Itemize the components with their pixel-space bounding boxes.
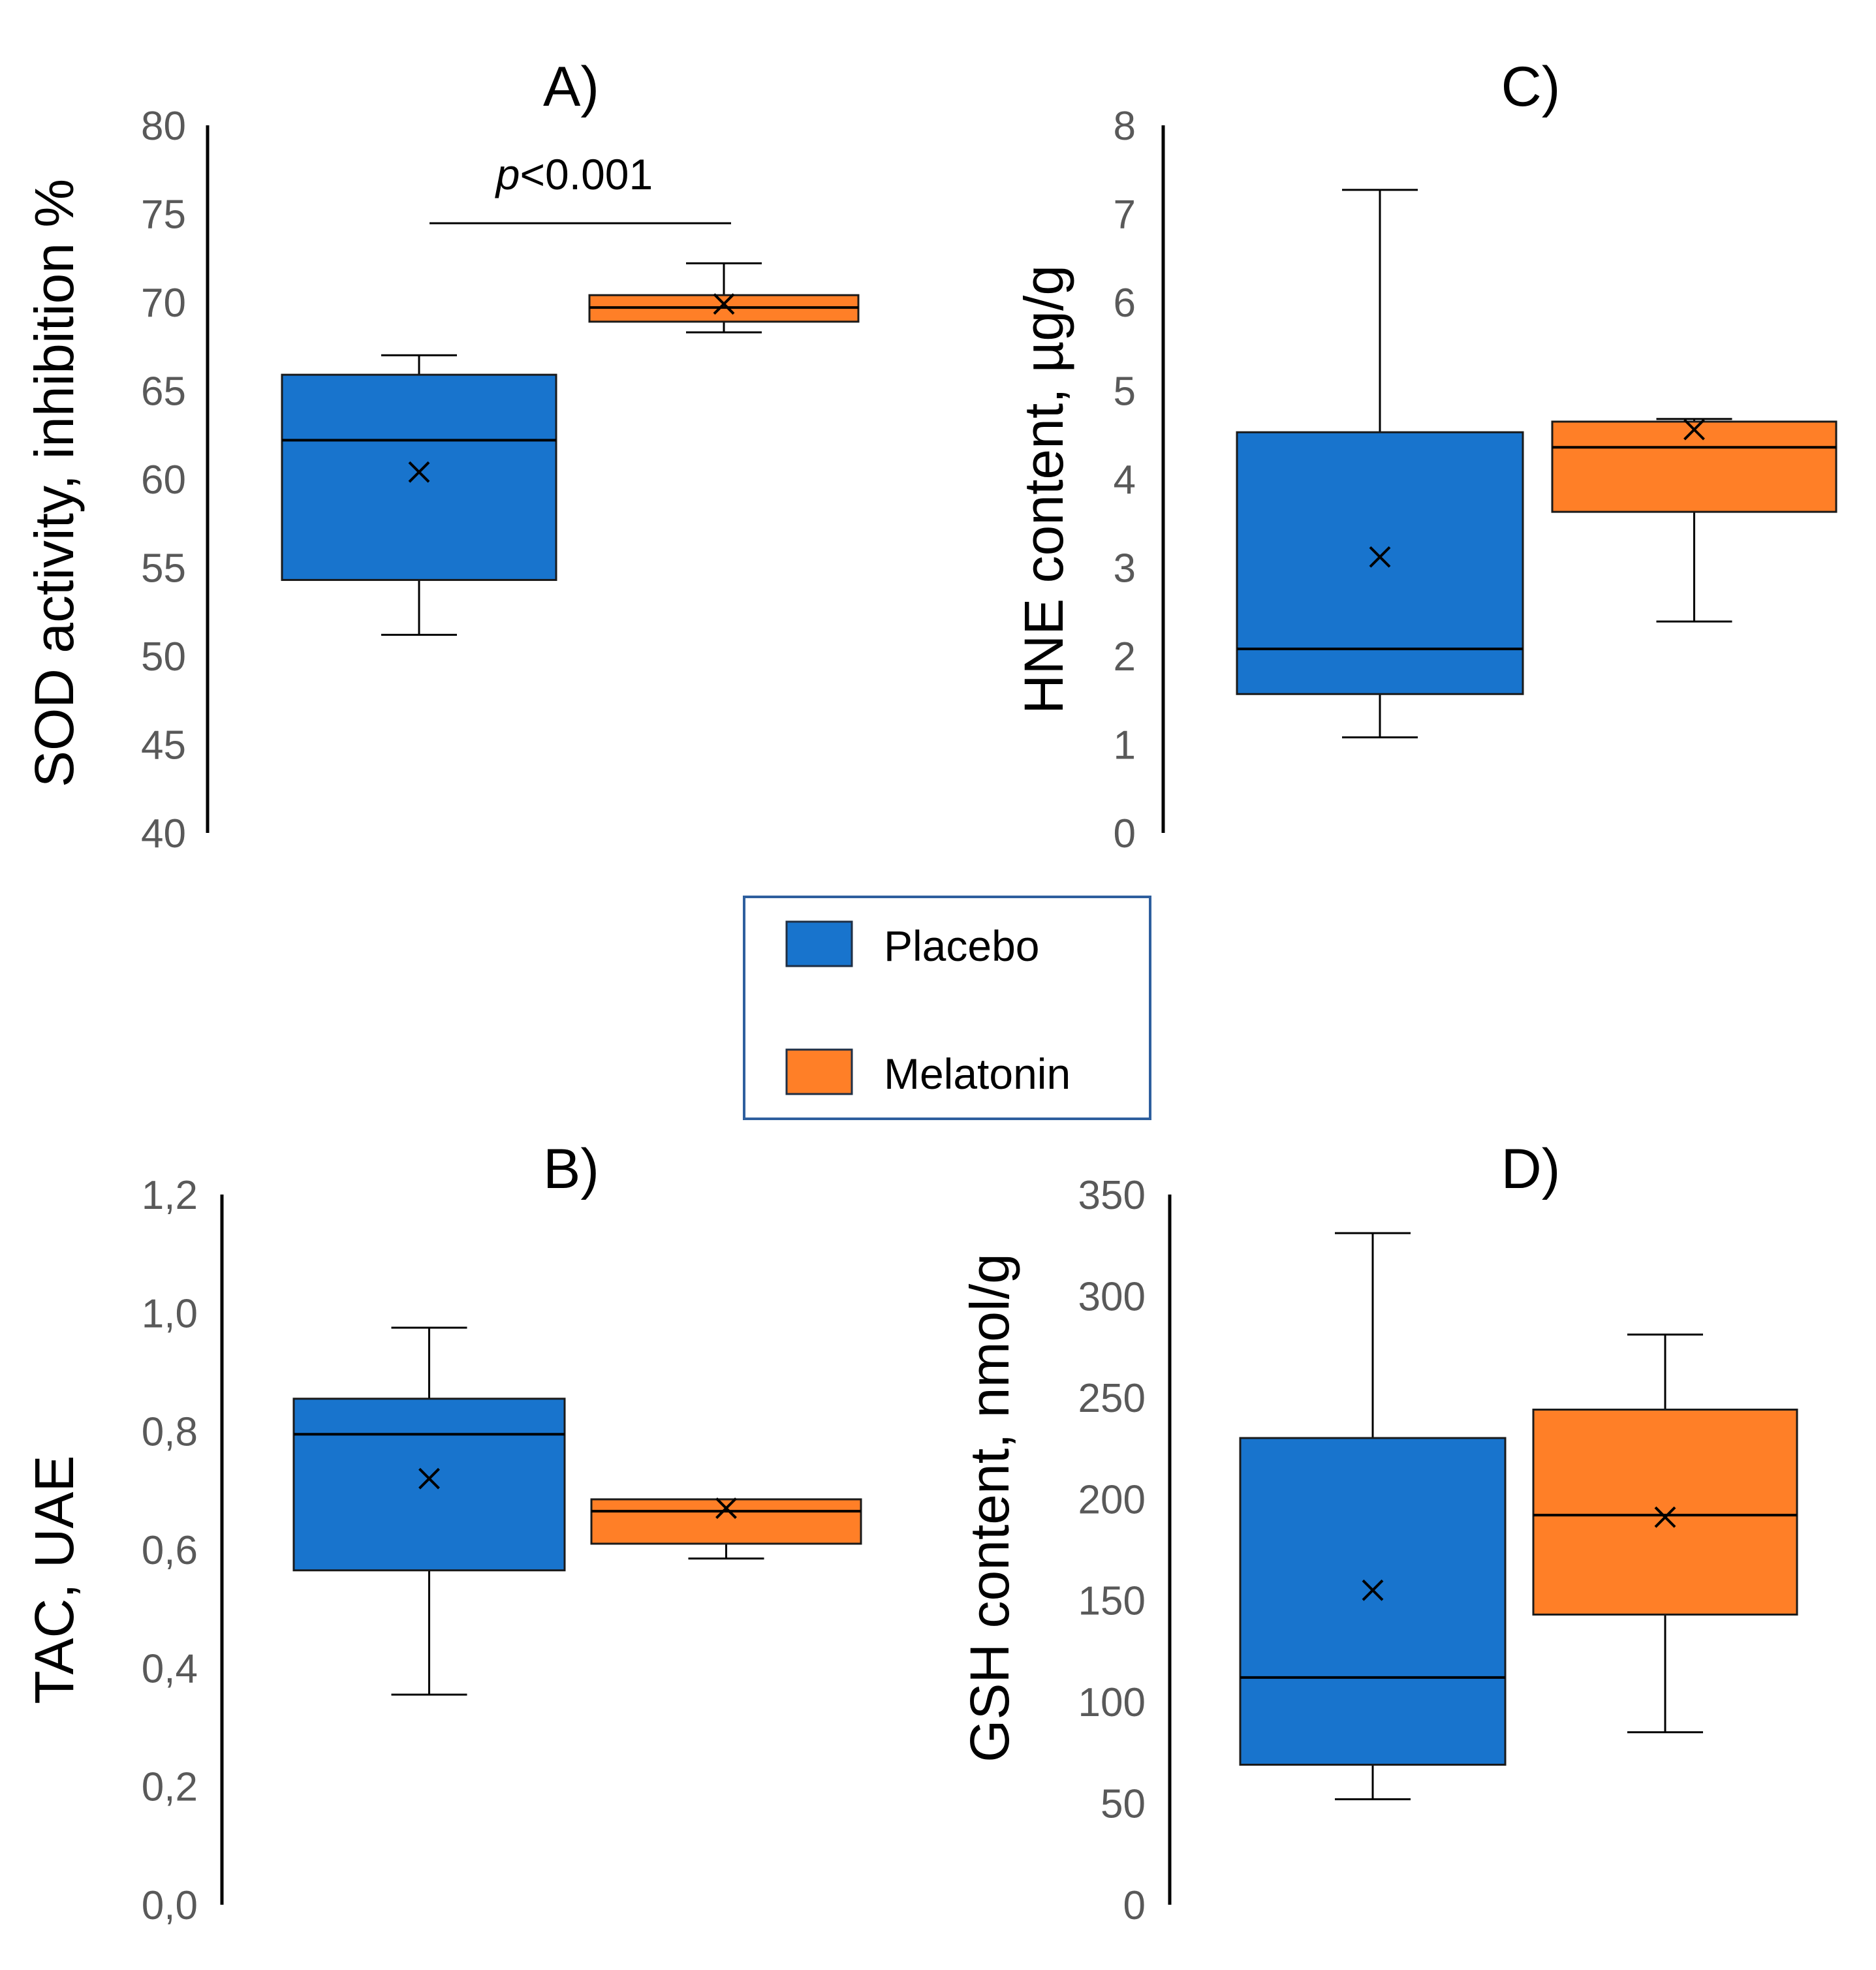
panel-b-y-axis-label: TAC, UAE [23,1455,85,1704]
box-placebo [1236,189,1524,739]
panel-b-tac: B) TAC, UAE 0,0 0,2 0,4 0,6 0,8 1,0 1,2 [23,1138,862,1928]
panel-a-y-axis-label: SOD activity, inhibition % [23,179,85,787]
mean-marker [1362,1579,1384,1601]
box-placebo [281,354,557,636]
panel-a-boxes [281,262,860,636]
panel-b-tick-label: 0,8 [142,1410,198,1455]
panel-a-tick-label: 45 [141,723,186,768]
panel-b-tick-label: 0,0 [142,1883,198,1928]
panel-d-tick-label: 50 [1101,1782,1146,1827]
panel-a-tick-label: 75 [141,193,186,238]
mean-marker [713,293,735,315]
p-value-italic: p [495,150,520,198]
panel-d-title: D) [1501,1138,1561,1200]
panel-b-tick-label: 1,0 [142,1291,198,1336]
panel-a-tick-label: 65 [141,369,186,414]
panel-d-tick-label: 100 [1078,1680,1146,1725]
panel-d-tick-label: 350 [1078,1173,1146,1218]
panel-c-boxes [1236,189,1837,739]
iqr-box [1239,1437,1507,1766]
box-placebo [292,1326,566,1696]
panel-c-title: C) [1501,55,1561,118]
panel-a-tick-label: 60 [141,458,186,503]
panel-a-tick-label: 70 [141,281,186,326]
panel-b-boxes [292,1326,862,1696]
iqr-box [1551,420,1837,513]
iqr-box [1532,1409,1798,1616]
panel-c-tick-label: 5 [1114,369,1136,414]
iqr-box [1236,431,1524,695]
box-melatonin [590,1497,862,1560]
panel-d-tick-label: 200 [1078,1477,1146,1522]
panel-c-y-axis-label: HNE content, µg/g [1013,265,1074,714]
panel-a-title: A) [543,55,599,118]
p-value-annotation: p<0.001 [495,150,653,198]
legend-swatch-placebo [785,920,853,967]
box-melatonin [588,262,860,334]
mean-marker [1654,1506,1676,1528]
legend-label-placebo: Placebo [884,922,1040,970]
panel-d-tick-label: 150 [1078,1579,1146,1624]
panel-d-gsh-content: D) GSH content, nmol/g 0 50 100 150 200 250 30… [959,1138,1798,1928]
iqr-box [590,1498,862,1545]
panel-d-tick-label: 0 [1123,1883,1146,1928]
panel-c-tick-label: 8 [1114,104,1136,149]
panel-a-tick-label: 50 [141,634,186,680]
legend-label-melatonin: Melatonin [884,1050,1071,1098]
panel-c-tick-label: 6 [1114,281,1136,326]
iqr-box [292,1398,566,1572]
panel-a-tick-label: 40 [141,811,186,856]
panel-c-tick-label: 0 [1114,811,1136,856]
panel-c-tick-label: 1 [1114,723,1136,768]
panel-c-tick-label: 7 [1114,193,1136,238]
mean-marker [408,461,430,483]
mean-marker [418,1467,440,1490]
panel-a-tick-label: 55 [141,546,186,591]
panel-b-tick-label: 0,2 [142,1765,198,1810]
panel-d-tick-label: 300 [1078,1274,1146,1319]
panel-c-tick-label: 3 [1114,546,1136,591]
panel-b-tick-label: 0,4 [142,1646,198,1691]
mean-marker [715,1497,737,1519]
panel-a-tick-label: 80 [141,104,186,149]
panel-d-tick-label: 250 [1078,1376,1146,1421]
panel-c-hne-content: C) HNE content, µg/g 0 1 2 3 4 5 6 7 8 [1013,55,1837,856]
panel-d-boxes [1239,1232,1798,1800]
p-value-text: <0.001 [520,150,653,198]
panel-a-tick-labels: 40 45 50 55 60 65 70 75 80 [141,104,186,856]
panel-c-tick-label: 2 [1114,634,1136,680]
legend-swatch-melatonin [785,1048,853,1095]
box-melatonin [1551,418,1837,623]
legend: Placebo Melatonin [743,896,1151,1120]
iqr-box [281,373,557,581]
mean-marker [1683,418,1705,441]
box-placebo [1239,1232,1507,1800]
panel-c-tick-label: 4 [1114,458,1136,503]
panel-d-y-axis-label: GSH content, nmol/g [959,1253,1020,1762]
panel-a-sod-activity: A) SOD activity, inhibition % 40 45 50 55 60… [23,55,860,856]
panel-b-tick-labels: 0,0 0,2 0,4 0,6 0,8 1,0 1,2 [142,1173,198,1928]
mean-marker [1369,546,1391,568]
panel-d-tick-labels: 0 50 100 150 200 250 300 350 [1078,1173,1146,1928]
panel-b-title: B) [543,1138,599,1200]
panel-b-tick-label: 0,6 [142,1528,198,1573]
panel-b-tick-label: 1,2 [142,1173,198,1218]
box-melatonin [1532,1333,1798,1734]
panel-c-tick-labels: 0 1 2 3 4 5 6 7 8 [1114,104,1136,856]
